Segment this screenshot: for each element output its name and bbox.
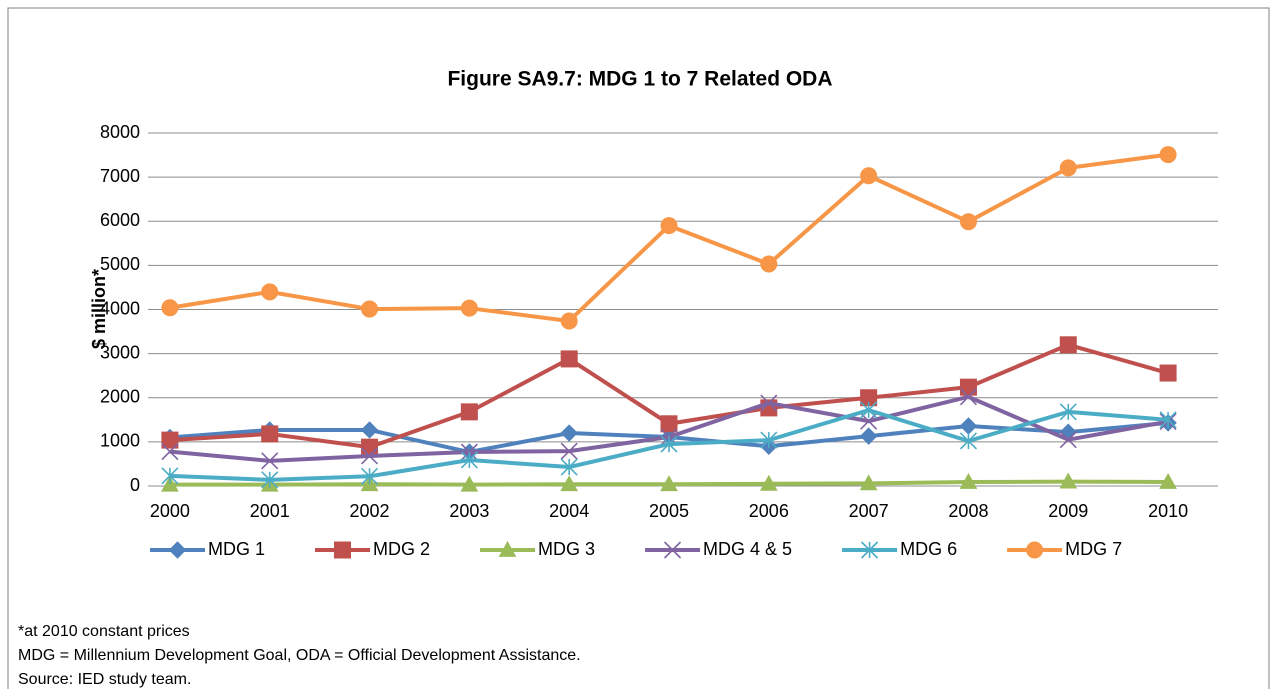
marker bbox=[261, 283, 279, 301]
marker bbox=[361, 300, 379, 318]
marker bbox=[168, 541, 187, 559]
marker bbox=[959, 388, 978, 406]
marker bbox=[959, 472, 978, 489]
marker bbox=[334, 541, 352, 559]
marker bbox=[1059, 159, 1077, 177]
x-tick-label: 2008 bbox=[948, 501, 988, 521]
y-tick-label: 6000 bbox=[100, 210, 140, 230]
marker bbox=[759, 474, 778, 491]
frame bbox=[7, 7, 1270, 689]
marker bbox=[460, 299, 478, 317]
marker bbox=[1159, 146, 1177, 164]
marker bbox=[498, 540, 517, 557]
marker bbox=[1026, 541, 1044, 559]
y-tick-label: 3000 bbox=[100, 342, 140, 362]
x-tick-label: 2001 bbox=[250, 501, 290, 521]
footnote: MDG = Millennium Development Goal, ODA =… bbox=[18, 647, 581, 664]
marker bbox=[261, 425, 279, 443]
marker bbox=[161, 299, 179, 317]
marker bbox=[360, 447, 379, 465]
marker bbox=[161, 431, 179, 449]
x-tick-label: 2006 bbox=[749, 501, 789, 521]
y-tick-label: 0 bbox=[130, 475, 140, 495]
marker bbox=[861, 541, 879, 559]
marker bbox=[460, 403, 478, 421]
marker bbox=[560, 350, 578, 368]
marker bbox=[760, 394, 778, 412]
marker bbox=[1059, 336, 1077, 354]
footnote: *at 2010 constant prices bbox=[18, 623, 190, 640]
x-tick-label: 2004 bbox=[549, 501, 589, 521]
x-tick-label: 2009 bbox=[1048, 501, 1088, 521]
y-tick-label: 4000 bbox=[100, 298, 140, 318]
marker bbox=[361, 438, 379, 456]
marker bbox=[959, 213, 977, 231]
marker bbox=[560, 424, 578, 442]
x-tick-label: 2002 bbox=[350, 501, 390, 521]
marker bbox=[660, 475, 678, 492]
x-tick-label: 2007 bbox=[849, 501, 889, 521]
legend-label: MDG 2 bbox=[373, 539, 430, 559]
y-tick-label: 5000 bbox=[100, 254, 140, 274]
marker bbox=[1059, 472, 1078, 489]
marker bbox=[1159, 411, 1177, 429]
marker bbox=[1059, 431, 1077, 449]
marker bbox=[660, 217, 678, 235]
marker bbox=[560, 312, 578, 330]
marker bbox=[860, 401, 878, 419]
legend-label: MDG 4 & 5 bbox=[703, 539, 792, 559]
legend-label: MDG 6 bbox=[900, 539, 957, 559]
marker bbox=[660, 415, 678, 433]
marker bbox=[660, 435, 678, 453]
marker bbox=[261, 452, 279, 470]
marker bbox=[959, 378, 977, 396]
y-tick-label: 8000 bbox=[100, 122, 140, 142]
marker bbox=[1059, 403, 1077, 421]
footnote: Source: IED study team. bbox=[18, 671, 191, 688]
marker bbox=[1159, 472, 1177, 489]
y-axis-label: $ million* bbox=[89, 269, 109, 349]
legend-label: MDG 3 bbox=[538, 539, 595, 559]
marker bbox=[560, 458, 578, 476]
marker bbox=[161, 467, 179, 485]
x-tick-label: 2003 bbox=[449, 501, 489, 521]
marker bbox=[460, 451, 478, 469]
marker bbox=[360, 467, 379, 485]
legend-label: MDG 7 bbox=[1065, 539, 1122, 559]
y-tick-label: 7000 bbox=[100, 166, 140, 186]
marker bbox=[760, 431, 778, 449]
marker bbox=[760, 255, 778, 273]
marker bbox=[860, 167, 878, 185]
x-tick-label: 2005 bbox=[649, 501, 689, 521]
marker bbox=[1159, 364, 1177, 382]
marker bbox=[560, 442, 578, 460]
marker bbox=[959, 432, 978, 450]
legend-label: MDG 1 bbox=[208, 539, 265, 559]
x-tick-label: 2010 bbox=[1148, 501, 1188, 521]
marker bbox=[959, 417, 978, 435]
marker bbox=[261, 471, 279, 489]
x-tick-label: 2000 bbox=[150, 501, 190, 521]
marker bbox=[663, 541, 682, 559]
series-line bbox=[169, 152, 1169, 323]
marker bbox=[161, 443, 179, 461]
marker bbox=[859, 427, 878, 445]
marker bbox=[460, 475, 479, 492]
marker bbox=[859, 474, 878, 491]
y-tick-label: 2000 bbox=[100, 387, 140, 407]
marker bbox=[161, 475, 179, 492]
marker bbox=[560, 475, 579, 492]
y-tick-label: 1000 bbox=[100, 431, 140, 451]
marker bbox=[360, 421, 379, 439]
chart-title: Figure SA9.7: MDG 1 to 7 Related ODA bbox=[447, 68, 832, 91]
